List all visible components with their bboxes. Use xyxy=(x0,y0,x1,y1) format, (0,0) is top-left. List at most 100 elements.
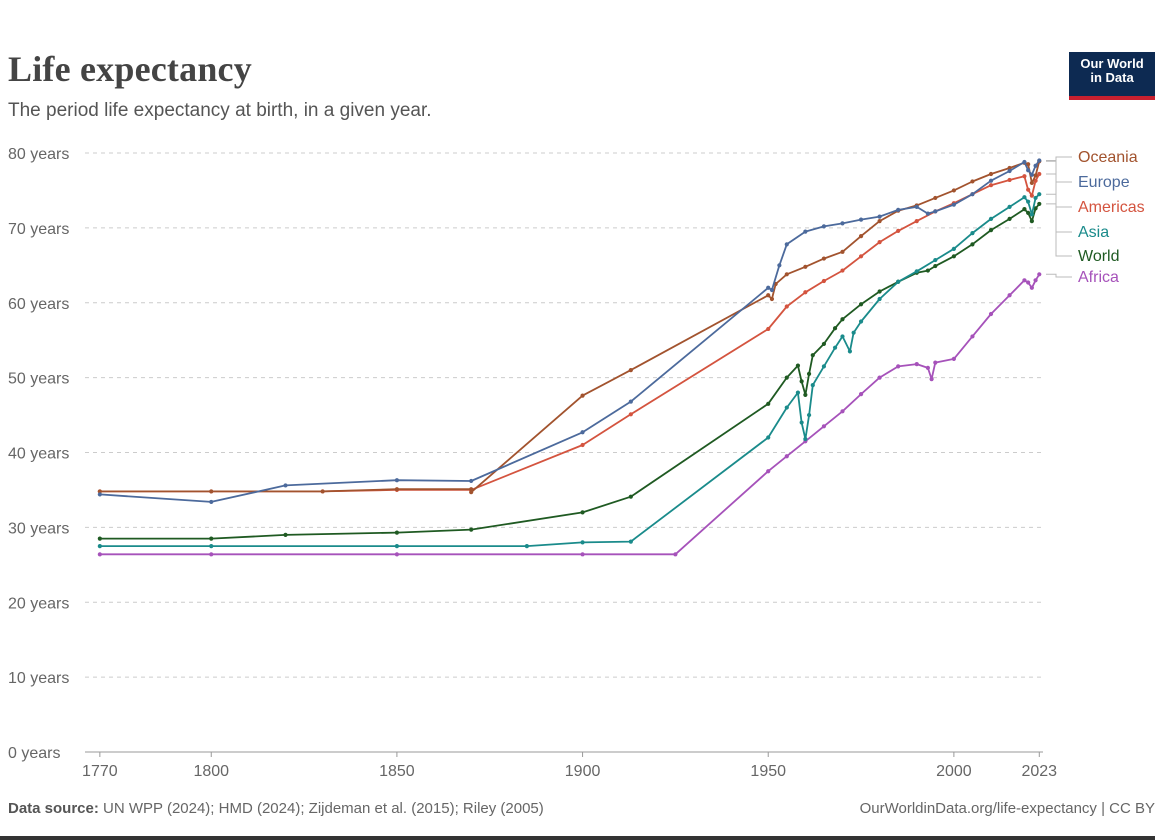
data-point-asia xyxy=(821,364,827,369)
legend-label-africa[interactable]: Africa xyxy=(1078,269,1119,286)
data-point-europe xyxy=(821,224,827,229)
legend-label-world[interactable]: World xyxy=(1078,248,1120,265)
data-point-asia xyxy=(1007,204,1012,210)
data-point-oceania xyxy=(1029,180,1034,186)
data-point-oceania xyxy=(1007,165,1012,171)
series-line-americas xyxy=(99,173,1041,493)
data-point-africa xyxy=(1029,285,1034,290)
data-point-americas xyxy=(580,442,585,448)
data-point-oceania xyxy=(209,489,214,494)
data-point-europe xyxy=(840,221,845,226)
data-point-oceania xyxy=(951,188,956,193)
y-tick-label: 40 years xyxy=(8,446,69,463)
legend-connector xyxy=(1046,203,1072,257)
data-point-europe xyxy=(1033,163,1038,168)
data-point-asia xyxy=(832,345,838,350)
data-point-asia xyxy=(784,405,789,410)
data-point-world xyxy=(628,494,633,499)
data-point-oceania xyxy=(970,179,975,184)
series-world[interactable] xyxy=(97,201,1042,541)
data-point-africa xyxy=(858,391,864,397)
data-point-oceania xyxy=(469,487,474,492)
data-point-oceania xyxy=(877,219,882,224)
data-point-europe xyxy=(925,211,930,216)
data-point-asia xyxy=(795,390,801,395)
x-tick-label: 2000 xyxy=(936,763,972,780)
data-point-world xyxy=(795,363,801,368)
data-point-asia xyxy=(766,435,771,440)
legend-label-europe[interactable]: Europe xyxy=(1078,174,1130,191)
data-point-africa xyxy=(1022,278,1027,283)
data-point-oceania xyxy=(821,256,827,261)
y-tick-label: 80 years xyxy=(8,146,69,163)
data-point-asia xyxy=(840,334,845,339)
data-point-asia xyxy=(933,257,938,263)
data-point-europe xyxy=(580,430,585,435)
y-tick-label: 10 years xyxy=(8,670,69,687)
y-tick-label: 70 years xyxy=(8,221,69,238)
data-point-africa xyxy=(970,334,975,339)
data-point-oceania xyxy=(988,171,994,177)
logo-line-1: Our World xyxy=(1080,56,1144,71)
data-point-world xyxy=(988,228,994,233)
y-tick-label: 30 years xyxy=(8,520,69,537)
data-point-africa xyxy=(209,552,214,557)
data-point-asia xyxy=(914,269,919,274)
data-point-asia xyxy=(851,330,856,335)
data-point-world xyxy=(832,326,838,331)
chart-subtitle: The period life expectancy at birth, in … xyxy=(8,100,432,121)
data-point-americas xyxy=(840,268,845,273)
data-point-asia xyxy=(951,246,956,251)
data-point-europe xyxy=(1026,168,1031,173)
data-point-americas xyxy=(1037,171,1042,177)
data-point-africa xyxy=(925,365,930,370)
data-point-oceania xyxy=(320,489,325,494)
data-point-europe xyxy=(1029,172,1034,177)
owid-logo[interactable]: Our World in Data xyxy=(1069,52,1155,100)
series-oceania[interactable] xyxy=(97,159,1042,495)
data-point-oceania xyxy=(1026,162,1031,167)
data-point-oceania xyxy=(1033,173,1038,178)
data-point-americas xyxy=(988,183,994,188)
bottom-rule xyxy=(0,836,1155,840)
x-tick-label: 1850 xyxy=(379,763,415,780)
data-point-world xyxy=(810,353,815,358)
legend-connector xyxy=(1046,173,1072,208)
data-point-asia xyxy=(97,543,102,549)
data-point-asia xyxy=(1033,195,1038,201)
data-point-world xyxy=(209,536,214,541)
data-point-world xyxy=(858,302,864,307)
data-point-asia xyxy=(209,543,214,549)
legend-label-asia[interactable]: Asia xyxy=(1078,224,1109,241)
x-tick-label: 1770 xyxy=(82,763,118,780)
data-point-europe xyxy=(1037,158,1042,163)
data-point-asia xyxy=(803,436,808,442)
data-point-europe xyxy=(777,263,782,268)
y-tick-label: 60 years xyxy=(8,296,69,313)
attribution-link[interactable]: OurWorldinData.org/life-expectancy | CC … xyxy=(859,800,1155,817)
axes: 0 years 10 years 20 years 30 years 40 years 5… xyxy=(8,146,1057,780)
data-point-asia xyxy=(1037,192,1042,197)
data-point-europe xyxy=(858,217,864,222)
series-asia[interactable] xyxy=(97,192,1042,549)
series-americas[interactable] xyxy=(97,171,1042,494)
chart-title: Life expectancy xyxy=(8,49,252,89)
legend: Oceania Europe Americas Asia World Africa xyxy=(1046,149,1145,286)
data-point-asia xyxy=(799,420,804,425)
data-point-asia xyxy=(810,383,815,388)
data-point-americas xyxy=(858,254,864,259)
data-point-europe xyxy=(283,483,288,488)
data-point-world xyxy=(1029,219,1034,224)
legend-label-americas[interactable]: Americas xyxy=(1078,199,1145,216)
data-point-world xyxy=(1007,216,1012,221)
data-point-americas xyxy=(914,219,919,224)
series-europe[interactable] xyxy=(97,158,1042,505)
data-source-label: Data source: xyxy=(8,800,99,817)
legend-label-oceania[interactable]: Oceania xyxy=(1078,149,1138,166)
data-point-africa xyxy=(784,454,789,459)
data-point-world xyxy=(766,401,771,406)
data-point-europe xyxy=(988,178,994,183)
series-africa[interactable] xyxy=(97,272,1042,557)
line-chart: 0 years 10 years 20 years 30 years 40 years 5… xyxy=(8,146,1145,780)
data-point-europe xyxy=(951,202,956,207)
